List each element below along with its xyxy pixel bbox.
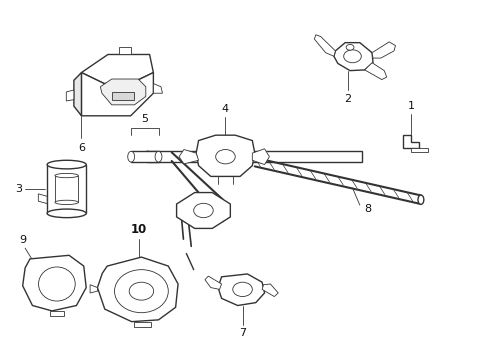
Polygon shape [134, 321, 151, 327]
Circle shape [346, 44, 354, 50]
Text: 10: 10 [131, 223, 147, 236]
Polygon shape [365, 63, 387, 80]
Polygon shape [179, 149, 198, 164]
Text: 9: 9 [19, 235, 26, 244]
Polygon shape [47, 165, 86, 213]
Polygon shape [55, 176, 78, 202]
Ellipse shape [128, 151, 135, 162]
Ellipse shape [39, 267, 75, 301]
Polygon shape [74, 73, 81, 116]
Polygon shape [403, 135, 419, 148]
Circle shape [343, 50, 361, 63]
Text: 8: 8 [365, 204, 372, 214]
Text: 5: 5 [141, 114, 148, 125]
Polygon shape [196, 135, 255, 176]
Polygon shape [112, 92, 134, 100]
Polygon shape [262, 284, 278, 297]
Polygon shape [315, 35, 335, 56]
Ellipse shape [155, 151, 162, 162]
Polygon shape [49, 311, 64, 316]
Ellipse shape [144, 151, 151, 162]
Polygon shape [334, 42, 373, 71]
Polygon shape [23, 255, 86, 311]
Polygon shape [205, 276, 221, 289]
Polygon shape [147, 151, 362, 162]
Polygon shape [100, 79, 146, 105]
Circle shape [233, 282, 252, 297]
Circle shape [129, 282, 154, 300]
Polygon shape [218, 274, 265, 306]
Polygon shape [90, 285, 98, 293]
Ellipse shape [115, 270, 168, 313]
Ellipse shape [47, 209, 86, 218]
Text: 3: 3 [16, 184, 23, 194]
Polygon shape [411, 148, 428, 152]
Ellipse shape [216, 149, 235, 164]
Polygon shape [66, 90, 74, 101]
Polygon shape [81, 54, 153, 84]
Circle shape [194, 203, 213, 218]
Polygon shape [153, 84, 163, 93]
Polygon shape [98, 257, 178, 321]
Text: 7: 7 [239, 328, 246, 338]
Text: 1: 1 [408, 101, 415, 111]
Ellipse shape [55, 174, 78, 178]
Text: 6: 6 [78, 143, 85, 153]
Polygon shape [81, 73, 153, 116]
Polygon shape [372, 42, 395, 58]
Text: 2: 2 [344, 94, 351, 104]
Ellipse shape [418, 195, 424, 204]
Polygon shape [131, 151, 159, 162]
Polygon shape [119, 47, 131, 54]
Polygon shape [176, 193, 230, 228]
Polygon shape [252, 149, 270, 165]
Text: 4: 4 [222, 104, 229, 114]
Polygon shape [38, 194, 47, 204]
Ellipse shape [55, 200, 78, 204]
Ellipse shape [47, 160, 86, 169]
